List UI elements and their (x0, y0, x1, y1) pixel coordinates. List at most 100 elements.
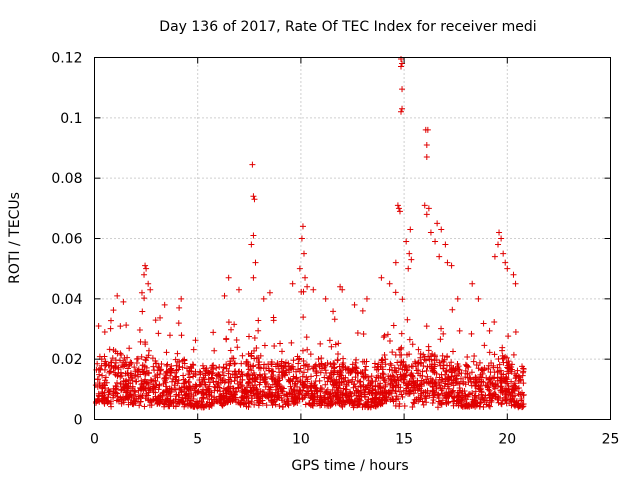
data-point (477, 383, 484, 390)
data-point (251, 196, 258, 203)
data-point (437, 336, 444, 343)
data-point (386, 280, 393, 287)
data-point (138, 289, 145, 296)
data-point (126, 345, 133, 352)
data-point (293, 374, 300, 381)
data-point (290, 357, 297, 364)
data-point (120, 363, 127, 370)
data-point (456, 380, 463, 387)
data-point (141, 271, 148, 278)
data-point (176, 358, 183, 365)
data-point (504, 380, 511, 387)
data-point (251, 401, 258, 408)
data-point (382, 361, 389, 368)
data-point (190, 403, 197, 410)
data-point (450, 387, 457, 394)
data-point (318, 396, 325, 403)
data-point (114, 393, 121, 400)
data-point (448, 262, 455, 269)
data-point (299, 373, 306, 380)
data-point (466, 391, 473, 398)
data-point (397, 345, 404, 352)
data-point (107, 359, 114, 366)
data-point (395, 384, 402, 391)
data-point (245, 366, 252, 373)
data-point (304, 366, 311, 373)
data-point (239, 394, 246, 401)
data-point (255, 317, 262, 324)
data-point (166, 332, 173, 339)
y-tick-label: 0 (74, 413, 83, 429)
data-point (448, 359, 455, 366)
data-point (425, 343, 432, 350)
data-point (181, 401, 188, 408)
data-point (112, 359, 119, 366)
data-point (288, 339, 295, 346)
data-point (175, 320, 182, 327)
data-point (136, 402, 143, 409)
data-point (128, 374, 135, 381)
data-point (109, 390, 116, 397)
data-point (182, 377, 189, 384)
data-point (448, 373, 455, 380)
data-point (306, 400, 313, 407)
data-point (472, 397, 479, 404)
data-point (204, 395, 211, 402)
data-point (102, 374, 109, 381)
data-point (134, 355, 141, 362)
data-point (252, 259, 259, 266)
data-point (428, 356, 435, 363)
data-point (498, 387, 505, 394)
data-point (365, 382, 372, 389)
data-point (387, 360, 394, 367)
data-point (269, 368, 276, 375)
data-point (300, 250, 307, 257)
data-point (152, 389, 159, 396)
data-point (141, 363, 148, 370)
data-point (160, 389, 167, 396)
data-point (512, 375, 519, 382)
data-point (438, 387, 445, 394)
data-point (429, 399, 436, 406)
data-point (443, 399, 450, 406)
data-point (440, 330, 447, 337)
data-point (454, 361, 461, 368)
data-point (356, 396, 363, 403)
data-point (328, 343, 335, 350)
data-point (300, 369, 307, 376)
data-point (277, 387, 284, 394)
data-point (145, 352, 152, 359)
data-point (245, 333, 252, 340)
data-point (115, 366, 122, 373)
data-point (274, 360, 281, 367)
data-point (436, 400, 443, 407)
data-point (423, 395, 430, 402)
data-point (392, 383, 399, 390)
data-point (231, 368, 238, 375)
y-tick-label: 0.06 (51, 232, 82, 248)
data-point (407, 226, 414, 233)
data-point (220, 364, 227, 371)
data-point (229, 385, 236, 392)
data-point (449, 306, 456, 313)
data-point (250, 274, 257, 281)
data-point (141, 403, 148, 410)
data-point (112, 389, 119, 396)
data-point (399, 86, 406, 93)
data-point (160, 400, 167, 407)
data-point (330, 369, 337, 376)
data-point (479, 395, 486, 402)
data-point (339, 286, 346, 293)
data-point (340, 376, 347, 383)
data-point (407, 372, 414, 379)
data-point (468, 330, 475, 337)
data-point (394, 359, 401, 366)
data-point (400, 376, 407, 383)
data-point (179, 364, 186, 371)
data-point (381, 352, 388, 359)
data-point (127, 391, 134, 398)
data-point (383, 390, 390, 397)
data-point (327, 390, 334, 397)
data-point (510, 383, 517, 390)
